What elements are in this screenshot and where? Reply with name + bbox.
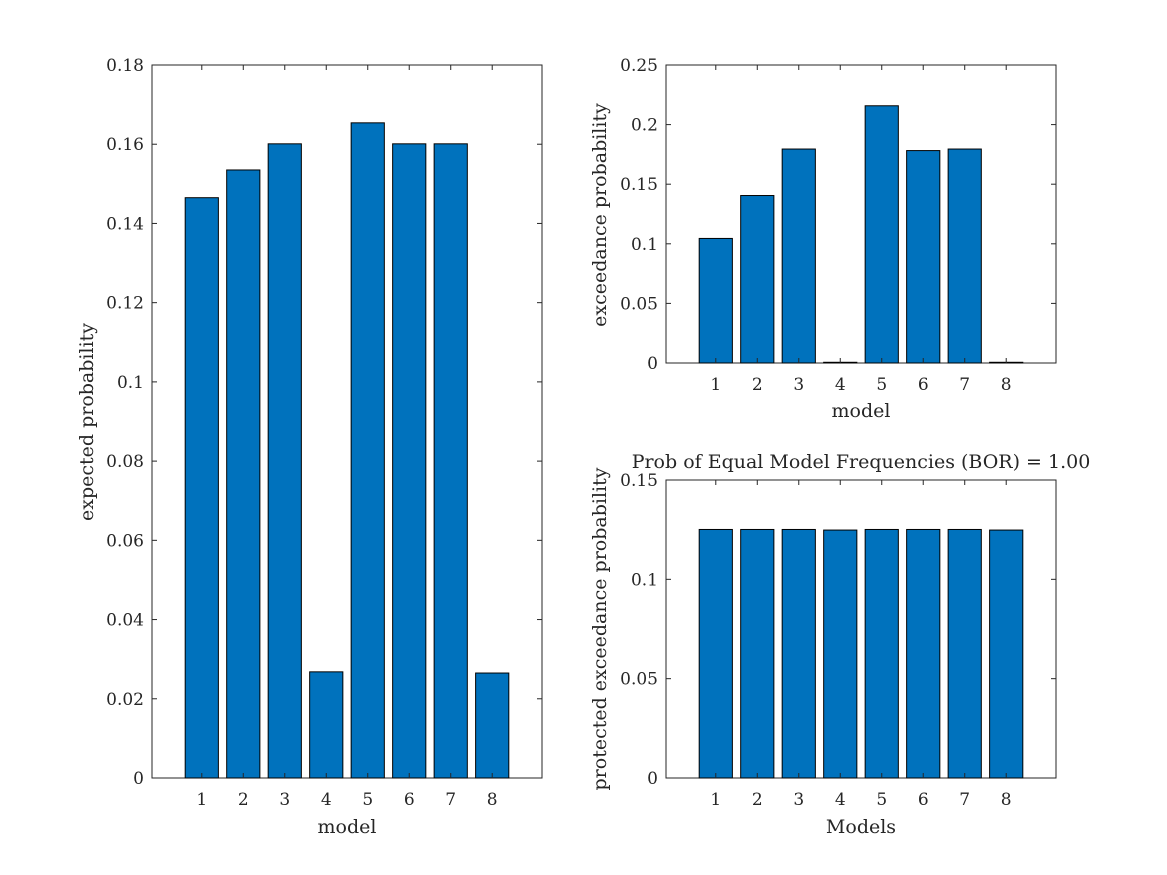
chart-0-xlabel: model — [318, 816, 377, 838]
chart-1-xtick-label: 5 — [876, 375, 887, 395]
chart-2-ytick-label: 0.1 — [631, 570, 658, 590]
chart-2-xtick-label: 5 — [876, 790, 887, 810]
chart-0-ytick-label: 0.12 — [106, 294, 144, 314]
chart-2-ytick-label: 0.05 — [620, 670, 658, 690]
chart-1-xtick-label: 2 — [752, 375, 763, 395]
chart-2-xlabel: Models — [826, 816, 896, 838]
chart-0-xtick-label: 5 — [362, 790, 373, 810]
chart-0-xtick-label: 6 — [404, 790, 415, 810]
chart-0-ytick-label: 0.14 — [106, 214, 144, 234]
chart-0-bar-4 — [309, 671, 344, 779]
chart-2-bar-1 — [698, 528, 733, 779]
chart-1-xlabel: model — [832, 400, 891, 422]
chart-0-ytick-label: 0.04 — [106, 611, 144, 631]
chart-0-xtick-label: 4 — [321, 790, 332, 810]
chart-0-xtick-label: 8 — [487, 790, 498, 810]
chart-2-ytick-label: 0.15 — [620, 471, 658, 491]
chart-1-bar-2 — [740, 195, 775, 364]
chart-1-ytick-label: 0.15 — [620, 175, 658, 195]
chart-1-xtick-label: 6 — [918, 375, 929, 395]
chart-1-xtick-label: 3 — [793, 375, 804, 395]
chart-2-xtick-label: 2 — [752, 790, 763, 810]
chart-2-xtick-label: 8 — [1001, 790, 1012, 810]
chart-0-bar-1 — [184, 197, 219, 779]
chart-0-ytick-label: 0.06 — [106, 531, 144, 551]
chart-0-bar-5 — [350, 122, 385, 779]
chart-0-ytick-label: 0.08 — [106, 452, 144, 472]
chart-1-ytick-label: 0.05 — [620, 294, 658, 314]
chart-1-xtick-label: 8 — [1001, 375, 1012, 395]
chart-0-ytick-label: 0.1 — [117, 373, 144, 393]
chart-0-bar-2 — [226, 169, 261, 779]
chart-1-bar-1 — [698, 237, 733, 364]
chart-1-bar-6 — [906, 150, 941, 364]
chart-2-ytick-label: 0 — [647, 769, 658, 789]
chart-1-bar-7 — [947, 148, 982, 364]
chart-0-bar-6 — [392, 143, 427, 779]
chart-2-bar-4 — [823, 529, 858, 779]
chart-2-axes-box — [665, 479, 1057, 779]
chart-1-ytick-label: 0.2 — [631, 116, 658, 136]
chart-2-bar-6 — [906, 528, 941, 779]
chart-2-xtick-label: 4 — [835, 790, 846, 810]
chart-2-bar-3 — [781, 528, 816, 779]
chart-0-ylabel: expected probability — [76, 323, 98, 521]
chart-0-ytick-label: 0.18 — [106, 56, 144, 76]
chart-0-xtick-label: 2 — [238, 790, 249, 810]
chart-2-xtick-label: 6 — [918, 790, 929, 810]
chart-1-ytick-label: 0.25 — [620, 56, 658, 76]
protected-exceedance-probability-chart: Prob of Equal Model Frequencies (BOR) = … — [589, 451, 1090, 838]
chart-2-title: Prob of Equal Model Frequencies (BOR) = … — [632, 451, 1091, 473]
chart-1-ylabel: exceedance probability — [589, 103, 611, 327]
chart-0-bar-3 — [267, 143, 302, 779]
chart-0-xtick-label: 3 — [279, 790, 290, 810]
chart-1-ytick-label: 0.1 — [631, 235, 658, 255]
chart-2-bar-2 — [740, 528, 775, 779]
chart-2-bar-7 — [947, 528, 982, 779]
exceedance-probability-chart: exceedance probability model 0 0.05 0.1 0.1… — [589, 56, 1057, 422]
chart-0-ytick-label: 0 — [133, 769, 144, 789]
chart-2-bar-5 — [864, 528, 899, 779]
chart-0-ytick-label: 0.02 — [106, 690, 144, 710]
chart-1-xtick-label: 7 — [959, 375, 970, 395]
chart-0-bar-8 — [475, 672, 510, 779]
chart-0-bar-7 — [433, 143, 468, 779]
chart-0-xtick-label: 7 — [445, 790, 456, 810]
chart-1-axes-box — [665, 64, 1057, 364]
chart-2-xtick-label: 1 — [710, 790, 721, 810]
chart-1-xtick-label: 4 — [835, 375, 846, 395]
expected-probability-chart: expected probability model 0 0.02 0.04 0.06… — [76, 56, 543, 838]
chart-0-ytick-label: 0.16 — [106, 135, 144, 155]
chart-1-xtick-label: 1 — [710, 375, 721, 395]
chart-0-axes-box — [151, 64, 543, 779]
chart-2-xtick-label: 3 — [793, 790, 804, 810]
chart-0-xtick-label: 1 — [196, 790, 207, 810]
chart-1-bar-5 — [864, 105, 899, 364]
chart-2-ylabel: protected exceedance probability — [589, 467, 611, 790]
chart-1-bar-3 — [781, 148, 816, 364]
chart-2-bar-8 — [989, 529, 1024, 779]
chart-1-ytick-label: 0 — [647, 354, 658, 374]
chart-2-xtick-label: 7 — [959, 790, 970, 810]
